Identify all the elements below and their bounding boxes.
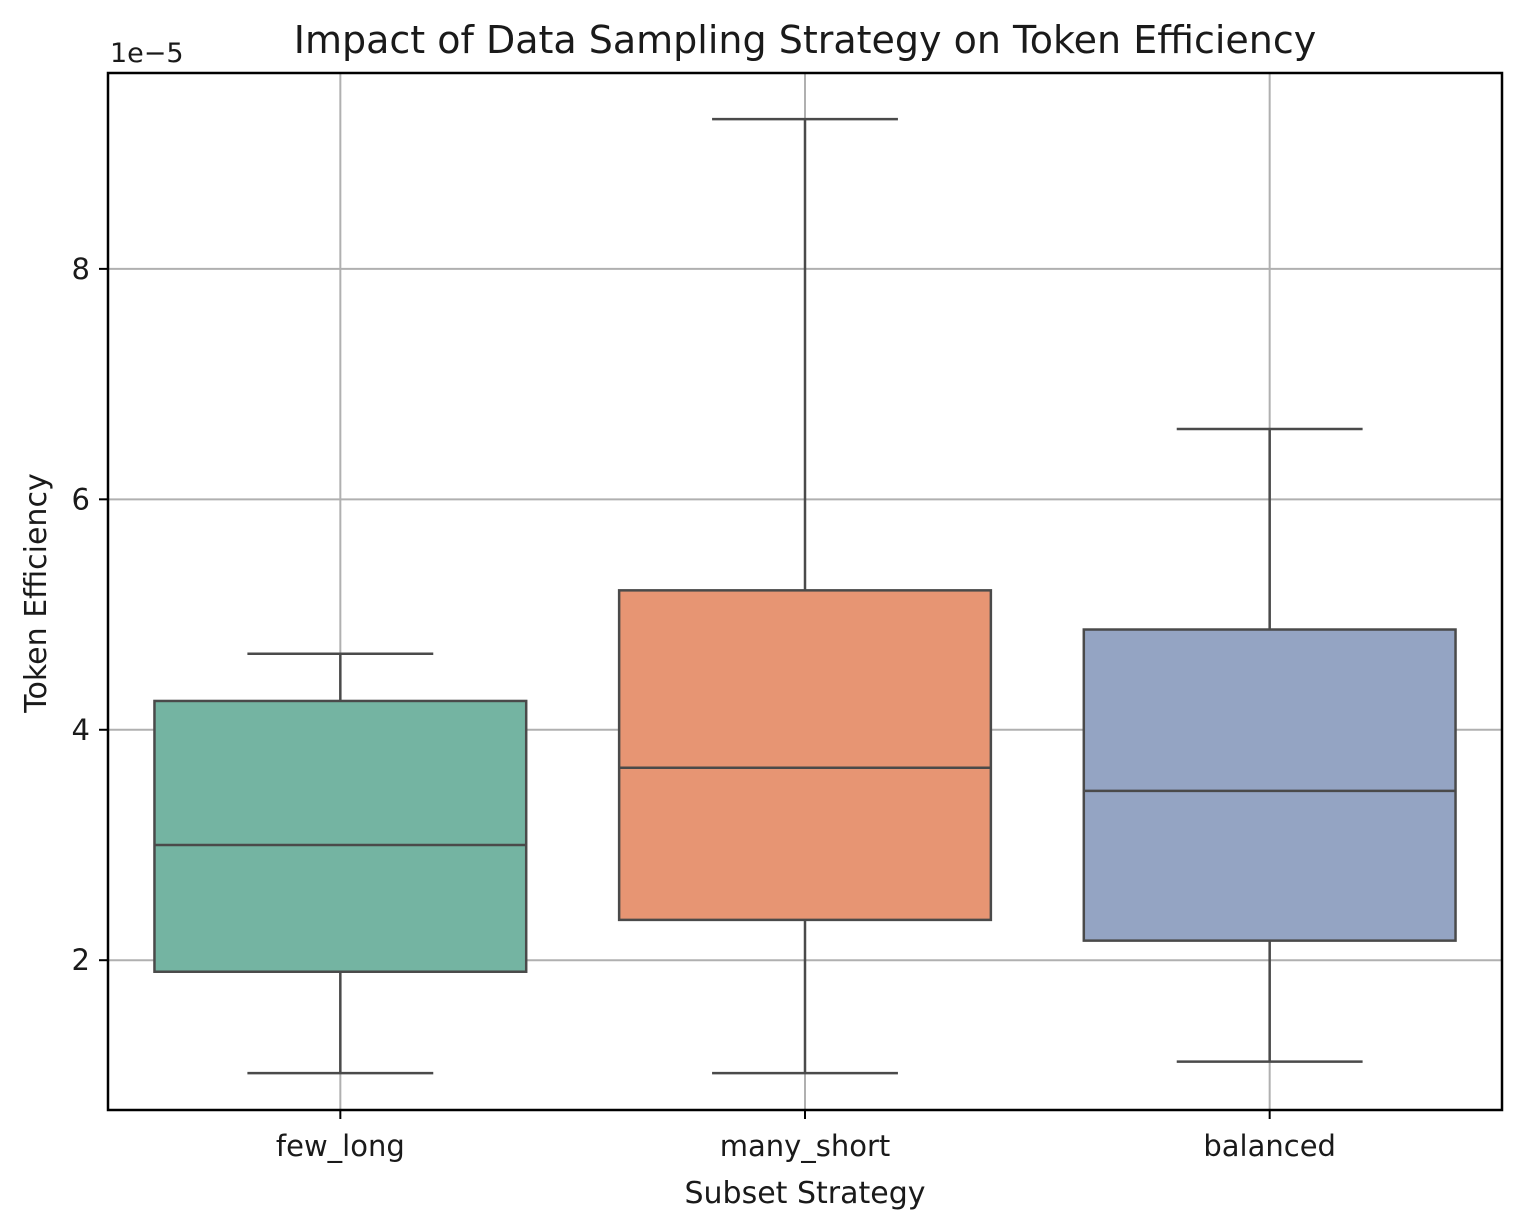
y-axis-offset-label: 1e−5 xyxy=(110,38,184,69)
tick-layer: 2 4 6 8 few_long many_short balanced xyxy=(72,252,1336,1163)
x-tick-label-many_short: many_short xyxy=(720,1129,891,1163)
x-axis-label: Subset Strategy xyxy=(684,1176,925,1211)
y-tick-label: 4 xyxy=(72,713,90,747)
y-axis-label: Token Efficiency xyxy=(19,473,54,713)
iqr-box xyxy=(1082,628,1457,942)
box-many_short xyxy=(617,117,993,1075)
y-tick-label: 6 xyxy=(72,482,90,516)
x-tick-label-balanced: balanced xyxy=(1203,1129,1336,1163)
box-balanced xyxy=(1082,427,1457,1063)
iqr-box xyxy=(153,699,528,973)
iqr-box xyxy=(617,589,993,922)
chart-title: Impact of Data Sampling Strategy on Toke… xyxy=(294,18,1317,62)
box-few_long xyxy=(153,652,528,1075)
y-tick-label: 2 xyxy=(72,943,90,977)
y-tick-label: 8 xyxy=(72,252,90,286)
x-tick-label-few_long: few_long xyxy=(276,1129,405,1163)
box-layer xyxy=(153,117,1457,1075)
